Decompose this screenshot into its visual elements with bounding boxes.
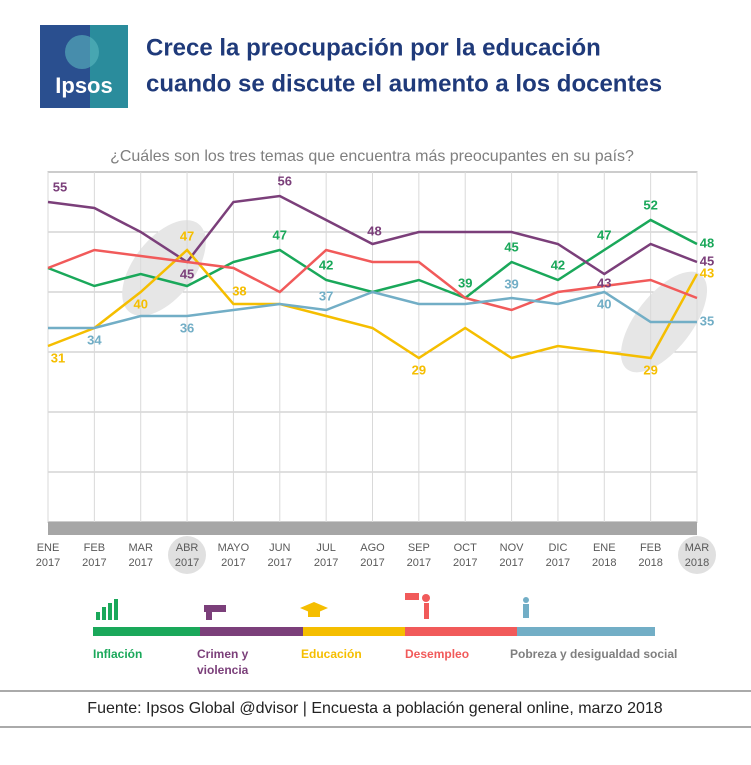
highlight — [678, 536, 716, 574]
x-tick-label: 2017 — [499, 557, 523, 569]
x-tick-label: 2017 — [268, 557, 292, 569]
data-label: 45 — [180, 266, 194, 281]
data-label: 43 — [700, 265, 714, 280]
axis-bar — [48, 522, 697, 535]
data-label: 47 — [273, 227, 287, 242]
data-label: 36 — [180, 320, 194, 335]
legend-label: Desempleo — [405, 647, 470, 661]
legend-icon — [523, 597, 529, 618]
x-tick-label: JUL — [316, 542, 336, 554]
data-label: 40 — [597, 296, 611, 311]
legend-label: Crimen y violencia — [197, 647, 249, 677]
x-tick-label: 2018 — [638, 557, 662, 569]
x-tick-label: 2017 — [314, 557, 338, 569]
x-tick-label: 2017 — [36, 557, 60, 569]
x-tick-label: ENE — [37, 542, 60, 554]
legend-swatch — [303, 627, 405, 636]
x-tick-label: 2017 — [453, 557, 477, 569]
x-tick-label: DIC — [548, 542, 567, 554]
series-line — [47, 248, 699, 360]
x-tick-label: MAR — [128, 542, 153, 554]
legend-swatch — [93, 627, 200, 636]
legend-label: Inflación — [93, 647, 143, 661]
x-tick-label: 2017 — [82, 557, 106, 569]
data-label: 52 — [643, 197, 657, 212]
series-line — [48, 290, 697, 330]
legend-icon — [405, 593, 430, 619]
data-label: 45 — [700, 253, 714, 268]
series-line — [47, 194, 698, 276]
legend-swatch — [405, 627, 517, 636]
data-label: 42 — [551, 257, 565, 272]
data-label: 39 — [458, 275, 472, 290]
x-tick-label: 2017 — [128, 557, 152, 569]
data-label: 34 — [87, 332, 102, 347]
x-tick-label: 2018 — [592, 557, 616, 569]
x-tick-label: MAYO — [218, 542, 250, 554]
x-tick-label: SEP — [408, 542, 430, 554]
data-label: 39 — [504, 276, 518, 291]
data-label: 38 — [232, 283, 246, 298]
x-tick-label: AGO — [360, 542, 385, 554]
legend-swatch — [517, 627, 655, 636]
legend-label: Educación — [301, 647, 362, 661]
legend-swatch — [200, 627, 303, 636]
data-label: 43 — [597, 275, 611, 290]
chart-title: cuando se discute el aumento a los docen… — [146, 70, 662, 97]
data-label: 45 — [504, 239, 518, 254]
data-label: 55 — [53, 179, 67, 194]
logo-text: Ipsos — [55, 73, 112, 98]
legend-icon — [300, 602, 328, 617]
data-label: 31 — [51, 350, 65, 365]
subtitle: ¿Cuáles son los tres temas que encuentra… — [110, 148, 634, 165]
data-label: 47 — [180, 228, 194, 243]
x-tick-label: MAR — [685, 542, 710, 554]
series-line — [47, 248, 698, 312]
x-tick-label: JUN — [269, 542, 290, 554]
data-label: 37 — [319, 288, 333, 303]
chart-title: Crece la preocupación por la educación — [146, 34, 601, 61]
x-tick-label: NOV — [500, 542, 525, 554]
data-label: 47 — [597, 227, 611, 242]
data-label: 42 — [319, 257, 333, 272]
x-tick-label: FEB — [640, 542, 661, 554]
data-label: 29 — [412, 362, 426, 377]
x-tick-label: 2017 — [407, 557, 431, 569]
x-tick-label: 2017 — [221, 557, 245, 569]
data-label: 40 — [133, 296, 147, 311]
legend-label: Pobreza y desigualdad social — [510, 647, 678, 661]
legend-icon — [204, 605, 226, 620]
data-label: 56 — [278, 173, 292, 188]
x-tick-label: ABR — [176, 542, 199, 554]
highlight — [122, 220, 206, 316]
data-label: 35 — [700, 313, 714, 328]
x-tick-label: FEB — [84, 542, 105, 554]
logo-head — [65, 35, 99, 69]
source: Fuente: Ipsos Global @dvisor | Encuesta … — [87, 700, 663, 717]
data-label: 48 — [367, 223, 381, 238]
x-tick-label: ENE — [593, 542, 616, 554]
x-tick-label: 2017 — [546, 557, 570, 569]
x-tick-label: 2018 — [685, 557, 709, 569]
data-label: 29 — [643, 362, 657, 377]
x-tick-label: 2017 — [175, 557, 199, 569]
x-tick-label: 2017 — [360, 557, 384, 569]
data-label: 48 — [700, 235, 714, 250]
legend-icon — [96, 599, 118, 620]
highlight — [168, 536, 206, 574]
x-tick-label: OCT — [454, 542, 478, 554]
